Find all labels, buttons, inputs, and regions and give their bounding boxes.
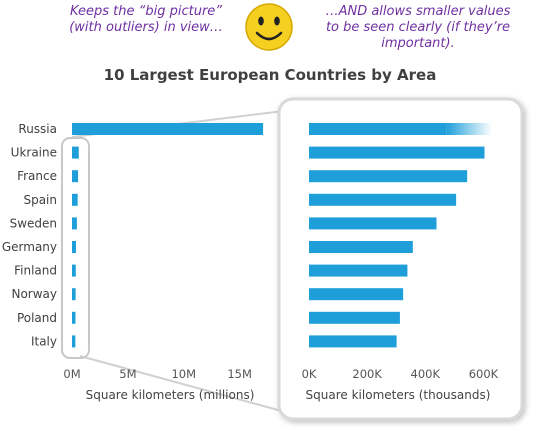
category-label-spain: Spain [23,193,57,207]
zoom-source-box [61,137,90,359]
category-label-italy: Italy [31,334,57,348]
overview-bar-france [72,170,79,183]
connector-line-bottom [79,355,301,417]
overview-panel: Russia Ukraine France Spain Sweden Germany Fin… [2,122,264,402]
overview-tick-label: 15M [227,367,252,381]
note-right: …AND allows smaller values to be seen cl… [325,4,511,51]
overview-axis-title: Square kilometers (millions) [86,388,255,402]
overview-bar-norway [72,288,76,301]
category-label-france: France [17,169,57,183]
smiley-eye-right [274,16,280,26]
note-left: Keeps the “big picture” (with outliers) … [69,4,223,35]
zoom-bar-sweden [309,217,437,230]
category-label-finland: Finland [14,264,57,278]
category-label-sweden: Sweden [10,216,57,230]
category-label-ukraine: Ukraine [11,146,57,160]
overview-bar-poland [72,311,76,324]
overview-bar-spain [72,193,78,206]
zoom-panel: 0K 200K 400K 600K Square kilometers (thousan… [277,97,524,421]
overview-bar-finland [72,264,76,277]
zoom-tick-label: 0K [302,367,317,381]
zoom-tick-label: 400K [411,367,441,381]
overview-tick-label: 10M [171,367,196,381]
zoom-bar-germany [309,241,413,253]
zoom-tick-label: 600K [469,367,499,381]
category-label-norway: Norway [11,287,57,301]
category-label-russia: Russia [18,122,57,136]
overview-bar-sweden [72,217,77,230]
category-label-germany: Germany [2,240,57,254]
zoom-tick-label: 200K [352,367,382,381]
category-label-poland: Poland [17,311,57,325]
overview-bar-germany [72,241,76,253]
overview-tick-label: 0M [63,367,80,381]
smiley-eye-left [258,16,264,26]
smiley-face-icon [245,3,293,51]
zoom-bar-norway [309,288,404,301]
zoom-bar-finland [309,264,408,277]
smiley-face [245,3,293,51]
overview-bar-italy [72,335,76,348]
smiley-mouth [255,31,283,41]
chart-title: 10 Largest European Countries by Area [103,66,437,84]
zoom-bar-spain [309,193,457,206]
zoom-bar-ukraine [309,146,485,159]
zoom-bar-poland [309,311,400,324]
zoom-bar-fade [446,123,492,135]
overview-tick-label: 5M [119,367,136,381]
overview-bar-ukraine [72,146,79,159]
zoom-bar-russia [309,123,447,135]
zoom-bar-italy [309,335,397,348]
overview-bar-russia [72,123,264,135]
zoom-axis-title: Square kilometers (thousands) [306,388,491,402]
zoom-bar-france [309,170,468,183]
